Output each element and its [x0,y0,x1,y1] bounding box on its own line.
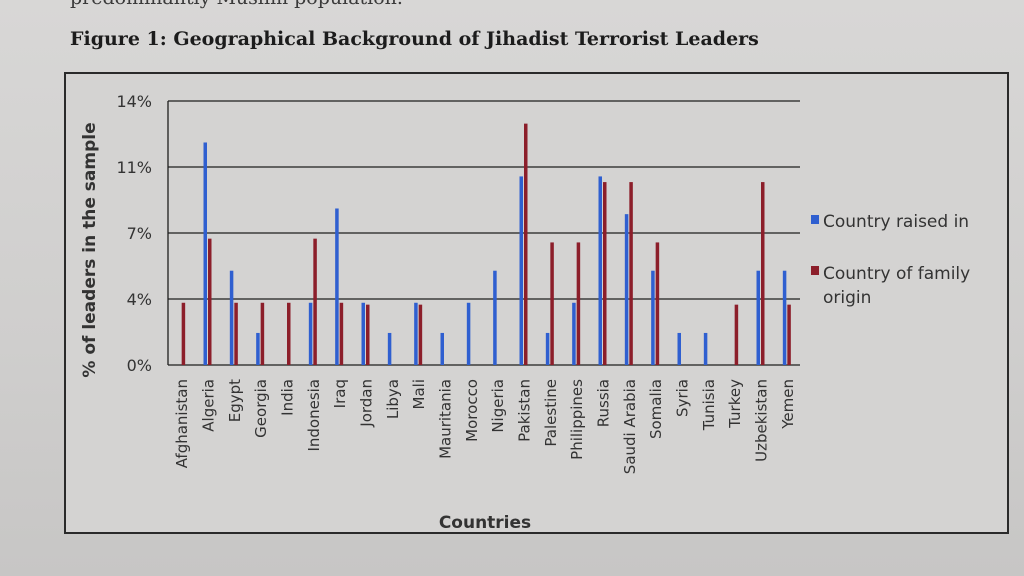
bar-family-jordan [366,304,370,365]
x-tick-label: Afghanistan [173,379,191,468]
bar-raised-indonesia [308,302,313,365]
bar-raised-nigeria [493,270,497,365]
bar-raised-palestine [545,332,550,365]
bar-raised-tunisia [703,332,708,365]
x-tick-label: Georgia [252,379,270,438]
x-tick-label: Jordan [358,379,376,428]
x-tick-label: Yemen [779,379,797,430]
bar-raised-mali [414,302,418,365]
x-tick-label: Mauritania [437,379,455,459]
y-tick-label: 0% [127,356,152,375]
x-tick-label: Morocco [463,379,481,442]
bar-family-georgia [260,302,265,365]
bar-family-indonesia [313,238,317,365]
bar-family-afghanistan [181,302,186,365]
x-tick-label: Iraq [331,379,349,408]
bar-family-somalia [655,242,660,365]
x-tick-label: Indonesia [305,379,323,452]
bar-family-uzbekistan [761,182,765,365]
legend-label-raised: Country raised in [823,212,969,232]
bar-raised-libya [387,332,392,365]
legend-swatch-raised [811,215,819,224]
x-tick-label: Turkey [726,379,744,429]
bar-raised-philippines [572,302,576,365]
bar-family-palestine [550,242,554,365]
x-tick-label: Syria [674,379,692,417]
y-tick-label: 7% [127,224,152,243]
bar-raised-russia [598,176,602,365]
x-tick-label: India [279,379,297,416]
x-tick-label: Pakistan [516,379,534,442]
bar-family-turkey [734,304,739,365]
bar-raised-jordan [361,302,365,365]
y-tick-label: 14% [116,92,152,111]
x-tick-label: Algeria [200,379,218,432]
bar-raised-somalia [651,270,655,365]
x-axis-title: Countries [439,513,531,533]
legend-swatch-family [811,266,819,275]
bar-raised-syria [677,332,681,365]
y-axis-title: % of leaders in the sample [80,122,100,377]
bar-raised-egypt [229,270,234,365]
x-tick-label: Uzbekistan [753,379,771,462]
bar-family-russia [603,182,607,365]
bar-family-algeria [208,238,212,365]
bar-raised-georgia [256,332,260,365]
figure-title: Figure 1: Geographical Background of Jih… [70,28,759,50]
bar-family-india [287,302,291,365]
x-tick-label: Somalia [647,379,665,439]
x-tick-label: Egypt [226,379,244,422]
bar-raised-algeria [203,142,207,365]
bar-family-iraq [339,302,344,365]
bar-raised-saudi-arabia [624,214,629,365]
bar-family-saudi-arabia [629,182,633,365]
bar-raised-mauritania [440,332,444,365]
legend-label-family: Country of family origin [823,264,970,308]
bar-family-pakistan [524,123,528,365]
x-tick-label: Saudi Arabia [621,379,639,474]
bar-family-yemen [787,304,791,365]
x-tick-label: Tunisia [700,379,718,431]
cut-off-body-text: predominantly Muslim population. [70,0,403,9]
bar-family-philippines [576,242,581,365]
bar-family-egypt [234,302,238,365]
bar-raised-pakistan [519,176,523,365]
x-tick-label: Mali [410,379,428,409]
bar-raised-morocco [466,302,471,365]
bar-raised-uzbekistan [756,270,760,365]
y-tick-label: 4% [127,290,152,309]
x-tick-label: Russia [595,379,613,427]
x-tick-label: Libya [384,379,402,419]
x-tick-label: Palestine [542,379,560,447]
bar-raised-yemen [782,270,787,365]
chart-frame [64,72,1009,534]
x-tick-label: Nigeria [489,379,507,433]
bar-family-mali [418,304,423,365]
bar-raised-iraq [335,208,339,365]
x-tick-label: Philippines [568,379,586,460]
y-tick-label: 11% [116,158,152,177]
